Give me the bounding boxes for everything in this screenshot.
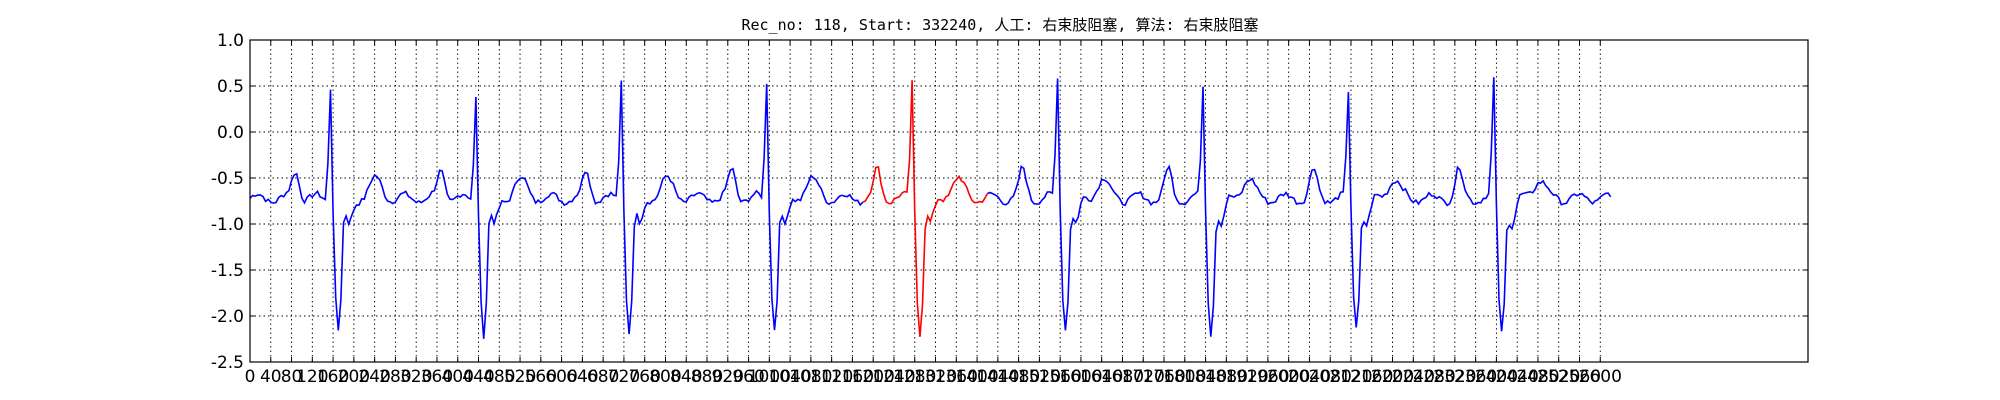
x-tick-label: 720 bbox=[608, 367, 640, 387]
x-tick-label: 280 bbox=[379, 367, 411, 387]
highlighted-beat-line bbox=[862, 80, 989, 337]
x-tick-label: 2280 bbox=[1412, 367, 1455, 387]
x-tick-label: 2480 bbox=[1516, 367, 1559, 387]
x-tick-label: 840 bbox=[670, 367, 702, 387]
x-tick-label: 1680 bbox=[1101, 367, 1144, 387]
x-tick-label: 600 bbox=[545, 367, 577, 387]
x-tick-label: 1840 bbox=[1184, 367, 1227, 387]
x-tick-label: 2120 bbox=[1329, 367, 1372, 387]
x-tick-label: 2160 bbox=[1350, 367, 1393, 387]
ecg-series-line bbox=[987, 77, 1612, 337]
x-tick-label: 800 bbox=[649, 367, 681, 387]
x-tick-label: 80 bbox=[281, 367, 303, 387]
ecg-series-line bbox=[249, 80, 864, 339]
x-tick-label: 480 bbox=[483, 367, 515, 387]
x-tick-label: 320 bbox=[400, 367, 432, 387]
x-tick-label: 200 bbox=[338, 367, 370, 387]
x-tick-label: 440 bbox=[462, 367, 494, 387]
y-tick-label: -0.5 bbox=[211, 169, 244, 189]
x-tick-label: 1040 bbox=[768, 367, 811, 387]
x-tick-label: 1400 bbox=[955, 367, 998, 387]
x-tick-label: 2080 bbox=[1309, 367, 1352, 387]
x-tick-label: 560 bbox=[525, 367, 557, 387]
x-tick-label: 2360 bbox=[1454, 367, 1497, 387]
x-tick-label: 40 bbox=[260, 367, 282, 387]
x-tick-label: 1120 bbox=[810, 367, 853, 387]
x-tick-label: 920 bbox=[712, 367, 744, 387]
plot-frame bbox=[249, 39, 1809, 363]
y-tick-label: 0.0 bbox=[217, 123, 244, 143]
x-tick-label: 1440 bbox=[976, 367, 1019, 387]
x-tick-label: 1880 bbox=[1205, 367, 1248, 387]
x-tick-label: 1960 bbox=[1246, 367, 1289, 387]
x-tick-label: 2240 bbox=[1392, 367, 1435, 387]
x-tick-label: 1640 bbox=[1080, 367, 1123, 387]
x-tick-label: 1800 bbox=[1163, 367, 1206, 387]
y-tick-label: 0.5 bbox=[217, 77, 244, 97]
grid-lines bbox=[249, 39, 1808, 363]
y-tick-label: -2.0 bbox=[211, 307, 244, 327]
signal-layer bbox=[249, 77, 1612, 339]
x-tick-label: 1520 bbox=[1018, 367, 1061, 387]
x-tick-label: 1280 bbox=[893, 367, 936, 387]
x-tick-label: 0 bbox=[245, 367, 256, 387]
x-tick-label: 2400 bbox=[1475, 367, 1518, 387]
x-tick-label: 1480 bbox=[997, 367, 1040, 387]
x-tick-label: 760 bbox=[628, 367, 660, 387]
x-tick-label: 1560 bbox=[1039, 367, 1082, 387]
x-tick-label: 2600 bbox=[1579, 367, 1622, 387]
chart-title: Rec_no: 118, Start: 332240, 人工: 右束肢阻塞, 算… bbox=[741, 16, 1258, 34]
x-tick-label: 1720 bbox=[1122, 367, 1165, 387]
x-tick-label: 2520 bbox=[1537, 367, 1580, 387]
x-tick-label: 1600 bbox=[1059, 367, 1102, 387]
x-tick-label: 240 bbox=[358, 367, 390, 387]
y-tick-label: -2.5 bbox=[211, 353, 244, 373]
x-tick-label: 680 bbox=[587, 367, 619, 387]
y-tick-label: -1.5 bbox=[211, 261, 244, 281]
x-tick-label: 640 bbox=[566, 367, 598, 387]
x-tick-label: 880 bbox=[691, 367, 723, 387]
x-tick-label: 960 bbox=[732, 367, 764, 387]
x-tick-label: 120 bbox=[296, 367, 328, 387]
x-tick-label: 1080 bbox=[789, 367, 832, 387]
x-tick-label: 1760 bbox=[1142, 367, 1185, 387]
x-tick-label: 2560 bbox=[1558, 367, 1601, 387]
x-tick-label: 1200 bbox=[852, 367, 895, 387]
x-tick-label: 2000 bbox=[1267, 367, 1310, 387]
x-tick-label: 2440 bbox=[1496, 367, 1539, 387]
x-tick-label: 1000 bbox=[748, 367, 791, 387]
x-tick-label: 1160 bbox=[831, 367, 874, 387]
x-tick-label: 1240 bbox=[872, 367, 915, 387]
x-tick-label: 1320 bbox=[914, 367, 957, 387]
x-tick-label: 2320 bbox=[1433, 367, 1476, 387]
x-tick-label: 520 bbox=[504, 367, 536, 387]
axis-ticks: 0 40 8012016020024028032036040044048052056… bbox=[211, 31, 1808, 387]
y-tick-label: -1.0 bbox=[211, 215, 244, 235]
x-tick-label: 160 bbox=[317, 367, 349, 387]
x-tick-label: 1920 bbox=[1225, 367, 1268, 387]
x-tick-label: 400 bbox=[442, 367, 474, 387]
y-tick-label: 1.0 bbox=[217, 31, 244, 51]
x-tick-label: 360 bbox=[421, 367, 453, 387]
x-tick-label: 1360 bbox=[935, 367, 978, 387]
x-tick-label: 2040 bbox=[1288, 367, 1331, 387]
x-tick-label: 2200 bbox=[1371, 367, 1414, 387]
